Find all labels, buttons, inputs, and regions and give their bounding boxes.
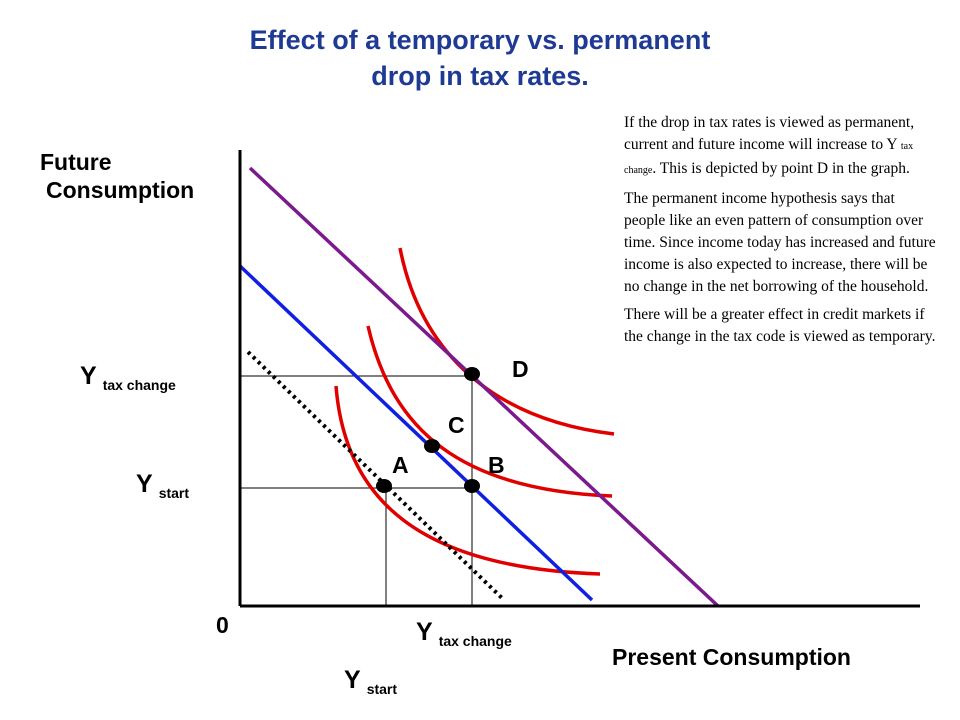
explanation-text: If the drop in tax rates is viewed as pe… [624, 112, 936, 354]
explanation-p1-sub: tax change [624, 141, 914, 176]
x-tick-tax-change-main: Y [416, 618, 433, 646]
title-line-1: Effect of a temporary vs. permanent [249, 25, 711, 55]
y-axis-label-line-2: Consumption [46, 177, 195, 203]
point-b-label: B [488, 452, 505, 478]
y-axis-label-line-1: Future [40, 149, 112, 175]
indifference-curve-2 [366, 325, 613, 498]
budget-line-blue [238, 264, 594, 602]
y-tick-tax-change-main: Y [80, 362, 97, 390]
point-c-label: C [448, 412, 465, 438]
slide-title: Effect of a temporary vs. permanent drop… [170, 22, 790, 94]
explanation-p1-before: If the drop in tax rates is viewed as pe… [624, 114, 915, 153]
point-a-label: A [392, 452, 409, 478]
explanation-p1-after: . This is depicted by point D in the gra… [652, 160, 910, 177]
explanation-paragraph-3: There will be a greater effect in credit… [624, 306, 936, 345]
point-d-label: D [512, 356, 529, 382]
x-axis-label: Present Consumption [612, 644, 851, 670]
point-c-marker [424, 439, 440, 453]
point-b-marker [464, 479, 480, 493]
budget-line-start-dotted [246, 350, 506, 602]
indifference-curve-1 [334, 385, 601, 576]
y-tick-tax-change-sub: tax change [102, 377, 176, 393]
point-d-marker [464, 367, 480, 381]
point-a-marker [376, 479, 392, 493]
explanation-paragraph-1: If the drop in tax rates is viewed as pe… [624, 112, 936, 182]
title-line-2: drop in tax rates. [371, 61, 589, 91]
x-tick-tax-change-sub: tax change [438, 633, 512, 649]
budget-line-purple [248, 166, 720, 608]
explanation-paragraph-2: The permanent income hypothesis says tha… [624, 190, 936, 295]
x-tick-start-sub: start [366, 681, 398, 697]
y-tick-start-main: Y [136, 470, 153, 498]
x-tick-start-main: Y [344, 666, 361, 694]
y-axis-label: Future Consumption [40, 148, 194, 204]
origin-label: 0 [216, 612, 229, 638]
y-tick-start-sub: start [158, 485, 190, 501]
indifference-curve-3 [398, 247, 615, 436]
